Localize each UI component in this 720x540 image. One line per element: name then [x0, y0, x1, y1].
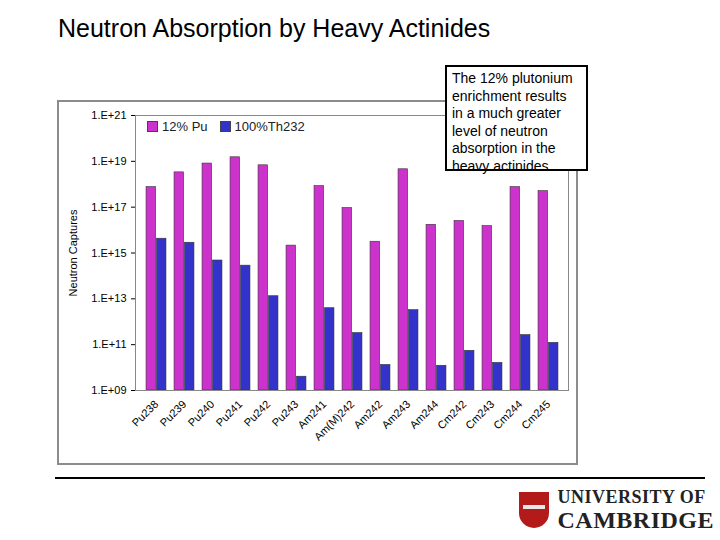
svg-text:Am242: Am242: [351, 398, 384, 431]
svg-text:Am(M)242: Am(M)242: [312, 398, 357, 443]
svg-text:1.E+15: 1.E+15: [91, 247, 126, 259]
html-text:CAMBRIDGE: CAMBRIDGE: [557, 507, 714, 533]
svg-text:Pu243: Pu243: [269, 397, 301, 429]
html-text:The 12% plutonium enrichment r: The 12% plutonium enrichment results in …: [452, 70, 573, 174]
svg-text:Am241: Am241: [295, 397, 329, 431]
svg-text:Neutron Captures: Neutron Captures: [67, 209, 79, 296]
svg-text:1.E+19: 1.E+19: [91, 155, 126, 167]
html-text:12% Pu: 12% Pu: [162, 119, 208, 134]
svg-text:Pu240: Pu240: [185, 398, 216, 429]
svg-text:Pu238: Pu238: [129, 398, 160, 429]
svg-text:Pu241: Pu241: [213, 398, 244, 429]
svg-text:1.E+13: 1.E+13: [91, 292, 126, 304]
html-text:UNIVERSITY OF: UNIVERSITY OF: [557, 487, 706, 507]
svg-text:Cm243: Cm243: [463, 398, 497, 432]
svg-text:1.E+21: 1.E+21: [91, 109, 126, 121]
svg-text:1.E+11: 1.E+11: [92, 338, 126, 350]
svg-text:Cm244: Cm244: [491, 398, 525, 432]
svg-text:Cm242: Cm242: [435, 398, 469, 432]
svg-text:Cm245: Cm245: [519, 398, 553, 432]
svg-text:Pu242: Pu242: [241, 398, 272, 429]
html-text:Neutron Absorption by Heavy Ac: Neutron Absorption by Heavy Actinides: [58, 14, 491, 42]
html-text:100%Th232: 100%Th232: [234, 119, 305, 134]
svg-text:Am243: Am243: [379, 398, 412, 431]
svg-text:Pu239: Pu239: [157, 398, 188, 429]
svg-text:Am244: Am244: [407, 398, 440, 431]
svg-text:1.E+09: 1.E+09: [91, 384, 126, 396]
svg-text:1.E+17: 1.E+17: [91, 201, 126, 213]
